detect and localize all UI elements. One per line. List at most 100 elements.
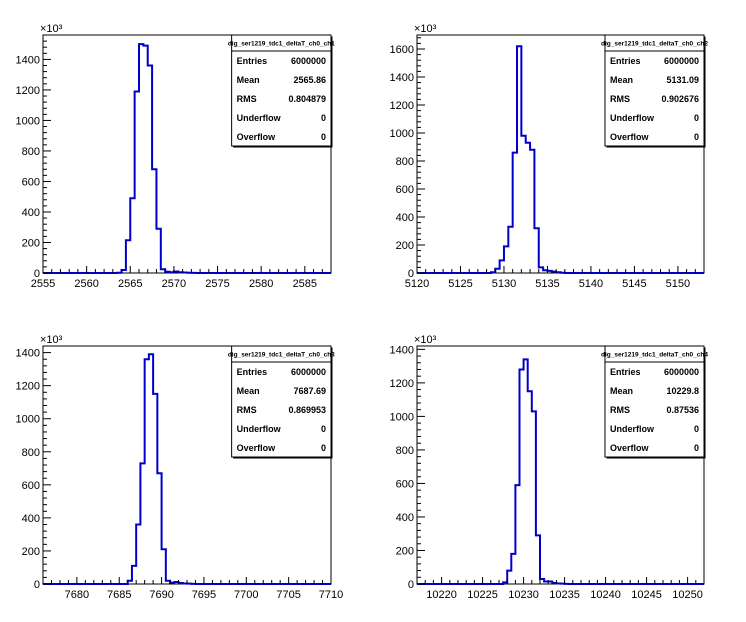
y-tick-label: 1400 <box>390 72 414 84</box>
stats-value-overflow: 0 <box>694 443 699 453</box>
stats-value-rms: 0.87536 <box>666 405 699 415</box>
x-tick-label: 10230 <box>508 589 539 601</box>
y-tick-label: 400 <box>396 512 414 524</box>
histogram-panel-2: 5120 5125 5130 5135 5140 5145 5150 0 200 400 600 80… <box>390 23 709 290</box>
histogram-panel-4: 10220 10225 10230 10235 10240 10245 1025002004… <box>390 334 709 601</box>
y-tick-label: 200 <box>22 546 40 558</box>
y-tick-label: 0 <box>408 579 414 591</box>
stats-label-rms: RMS <box>610 405 630 415</box>
stats-value-mean: 7687.69 <box>293 386 326 396</box>
x-tick-label: 5135 <box>535 278 559 290</box>
stats-value-underflow: 0 <box>321 113 326 123</box>
y-exponent-label: ×10³ <box>40 334 63 346</box>
x-tick-label: 5140 <box>579 278 603 290</box>
x-tick-label: 10220 <box>426 589 457 601</box>
x-tick-label: 7705 <box>276 589 300 601</box>
stats-label-mean: Mean <box>610 75 633 85</box>
stats-label-entries: Entries <box>237 56 268 66</box>
y-tick-label: 600 <box>396 478 414 490</box>
stats-value-underflow: 0 <box>321 424 326 434</box>
y-tick-label: 1400 <box>390 344 414 356</box>
y-exponent-label: ×10³ <box>40 23 63 35</box>
stats-value-overflow: 0 <box>321 443 326 453</box>
stats-label-underflow: Underflow <box>610 113 655 123</box>
x-tick-label: 7690 <box>149 589 173 601</box>
y-tick-label: 600 <box>396 184 414 196</box>
stats-label-entries: Entries <box>610 367 641 377</box>
stats-box <box>605 35 704 146</box>
stats-box <box>232 346 331 457</box>
stats-value-underflow: 0 <box>694 424 699 434</box>
x-tick-label: 7695 <box>192 589 216 601</box>
x-tick-label: 5125 <box>448 278 472 290</box>
y-tick-label: 400 <box>22 207 40 219</box>
stats-label-overflow: Overflow <box>237 132 277 142</box>
y-tick-label: 0 <box>34 268 40 280</box>
y-tick-label: 400 <box>22 513 40 525</box>
x-tick-label: 2580 <box>249 278 273 290</box>
stats-label-rms: RMS <box>610 94 630 104</box>
x-tick-label: 10245 <box>631 589 662 601</box>
histogram-panel-3: 7680 7685 7690 7695 7700 7705 7710 0 200 400 600 80… <box>16 334 344 601</box>
stats-title: dig_ser1219_tdc1_deltaT_ch0_ch4 <box>601 352 708 359</box>
stats-box <box>605 346 704 457</box>
stats-value-rms: 0.869953 <box>288 405 326 415</box>
y-tick-label: 1000 <box>390 411 414 423</box>
stats-value-entries: 6000000 <box>664 367 699 377</box>
stats-value-overflow: 0 <box>694 132 699 142</box>
y-tick-label: 1200 <box>390 100 414 112</box>
y-tick-label: 1400 <box>16 348 40 360</box>
stats-box <box>232 35 331 146</box>
stats-label-rms: RMS <box>237 94 257 104</box>
stats-label-overflow: Overflow <box>610 132 650 142</box>
x-tick-label: 2575 <box>205 278 229 290</box>
stats-label-overflow: Overflow <box>610 443 650 453</box>
x-tick-label: 2585 <box>293 278 317 290</box>
x-tick-label: 10240 <box>590 589 621 601</box>
stats-value-mean: 5131.09 <box>666 75 699 85</box>
y-tick-label: 800 <box>396 156 414 168</box>
stats-label-mean: Mean <box>237 386 260 396</box>
stats-label-underflow: Underflow <box>237 424 282 434</box>
y-tick-label: 200 <box>396 240 414 252</box>
y-tick-label: 600 <box>22 480 40 492</box>
y-tick-label: 1000 <box>16 115 40 127</box>
y-exponent-label: ×10³ <box>414 23 437 35</box>
stats-value-underflow: 0 <box>694 113 699 123</box>
stats-label-entries: Entries <box>237 367 268 377</box>
stats-title: dig_ser1219_tdc1_deltaT_ch0_ch2 <box>601 41 708 48</box>
y-tick-label: 200 <box>396 545 414 557</box>
stats-value-rms: 0.804879 <box>288 94 326 104</box>
stats-label-entries: Entries <box>610 56 641 66</box>
y-tick-label: 1200 <box>16 381 40 393</box>
stats-label-overflow: Overflow <box>237 443 277 453</box>
stats-label-mean: Mean <box>237 75 260 85</box>
y-tick-label: 1200 <box>390 378 414 390</box>
y-tick-label: 800 <box>22 447 40 459</box>
y-tick-label: 1000 <box>390 128 414 140</box>
stats-label-underflow: Underflow <box>237 113 282 123</box>
stats-title: dig_ser1219_tdc1_deltaT_ch0_ch1 <box>228 41 335 48</box>
histogram-panel-1: 2555 2560 2565 2570 2575 2580 2585 0 200 400 600 80… <box>16 23 336 290</box>
y-tick-label: 200 <box>22 237 40 249</box>
stats-value-mean: 10229.8 <box>666 386 699 396</box>
y-tick-label: 400 <box>396 212 414 224</box>
stats-value-entries: 6000000 <box>664 56 699 66</box>
x-tick-label: 2570 <box>162 278 186 290</box>
x-tick-label: 7680 <box>65 589 89 601</box>
y-tick-label: 0 <box>34 579 40 591</box>
x-tick-label: 5145 <box>622 278 646 290</box>
y-tick-label: 800 <box>22 146 40 158</box>
stats-title: dig_ser1219_tdc1_deltaT_ch0_ch3 <box>228 352 335 359</box>
y-exponent-label: ×10³ <box>414 334 437 346</box>
stats-value-overflow: 0 <box>321 132 326 142</box>
y-tick-label: 600 <box>22 176 40 188</box>
x-tick-label: 10225 <box>467 589 498 601</box>
x-tick-label: 2565 <box>118 278 142 290</box>
stats-label-rms: RMS <box>237 405 257 415</box>
x-tick-label: 2560 <box>74 278 98 290</box>
stats-label-mean: Mean <box>610 386 633 396</box>
stats-value-mean: 2565.86 <box>293 75 326 85</box>
x-tick-label: 5130 <box>492 278 516 290</box>
